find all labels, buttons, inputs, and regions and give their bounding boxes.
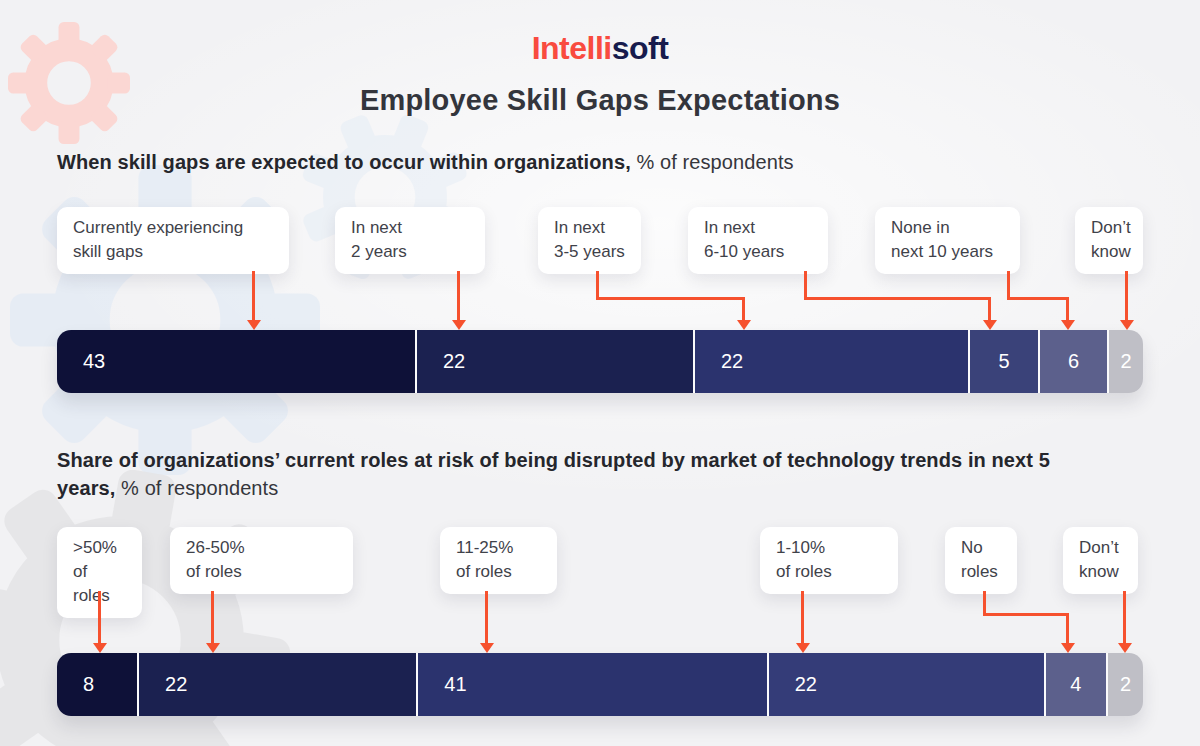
connector-arrow: [1007, 271, 1010, 300]
bar-segment: 6: [1040, 330, 1109, 393]
bar-segment: 4: [1046, 653, 1108, 716]
bar-segment: 2: [1108, 653, 1143, 716]
connector-arrow: [452, 320, 466, 330]
connector-arrow: [801, 591, 804, 644]
connector-arrow: [596, 297, 745, 300]
section-2-heading-unit: % of respondents: [115, 477, 278, 499]
connector-arrow: [1061, 643, 1075, 653]
category-label-card: In next 2 years: [335, 207, 485, 274]
connector-arrow: [1118, 643, 1132, 653]
connector-arrow: [1120, 320, 1134, 330]
connector-arrow: [457, 271, 460, 321]
intellisoft-logo: Intellisoft: [0, 30, 1200, 67]
category-label-card: In next 3-5 years: [538, 207, 641, 274]
category-label-card: In next 6-10 years: [688, 207, 828, 274]
category-label-card: Don’t know: [1063, 527, 1138, 594]
category-label-card: None in next 10 years: [875, 207, 1020, 274]
bar-segment: 43: [57, 330, 417, 393]
bar-segment: 8: [57, 653, 139, 716]
connector-arrow: [1123, 591, 1126, 644]
section-1-heading-unit: % of respondents: [631, 151, 794, 173]
section-2-heading: Share of organizations’ current roles at…: [57, 446, 1067, 502]
bar-segment: 22: [695, 330, 970, 393]
connector-arrow: [742, 297, 745, 321]
connector-arrow: [983, 320, 997, 330]
stacked-bar: 432222562: [57, 330, 1143, 393]
connector-arrow: [93, 643, 107, 653]
connector-arrow: [485, 591, 488, 644]
connector-arrow: [211, 591, 214, 644]
bar-segment: 2: [1109, 330, 1143, 393]
page-title: Employee Skill Gaps Expectations: [0, 84, 1200, 117]
category-label-card: Don’t know: [1075, 207, 1143, 274]
connector-arrow: [480, 643, 494, 653]
connector-arrow: [1007, 297, 1069, 300]
connector-arrow: [988, 297, 991, 321]
category-label-card: 11-25% of roles: [440, 527, 557, 594]
category-label-card: 26-50% of roles: [170, 527, 353, 594]
bar-segment: 22: [417, 330, 695, 393]
stacked-bar: 822412242: [57, 653, 1143, 716]
bar-segment: 5: [970, 330, 1040, 393]
category-label-card: No roles: [945, 527, 1017, 594]
bar-segment: 22: [139, 653, 418, 716]
bar-segment: 41: [418, 653, 768, 716]
section-1-heading: When skill gaps are expected to occur wi…: [57, 148, 1143, 176]
bar-segment: 22: [769, 653, 1046, 716]
connector-arrow: [796, 643, 810, 653]
connector-arrow: [247, 320, 261, 330]
category-label-card: 1-10% of roles: [760, 527, 898, 594]
infographic-canvas: Intellisoft Employee Skill Gaps Expectat…: [0, 0, 1200, 746]
connector-arrow: [596, 271, 599, 300]
connector-arrow: [252, 271, 255, 321]
connector-arrow: [1066, 297, 1069, 321]
section-1-heading-bold: When skill gaps are expected to occur wi…: [57, 151, 631, 173]
connector-arrow: [804, 271, 807, 300]
connector-arrow: [737, 320, 751, 330]
connector-arrow: [206, 643, 220, 653]
connector-arrow: [983, 613, 1069, 616]
logo-part-red: Intelli: [532, 30, 612, 66]
connector-arrow: [1061, 320, 1075, 330]
connector-arrow: [1066, 613, 1069, 644]
connector-arrow: [804, 297, 991, 300]
connector-arrow: [98, 591, 101, 644]
logo-part-navy: soft: [612, 30, 669, 66]
category-label-card: Currently experiencing skill gaps: [57, 207, 289, 274]
connector-arrow: [1125, 271, 1128, 321]
